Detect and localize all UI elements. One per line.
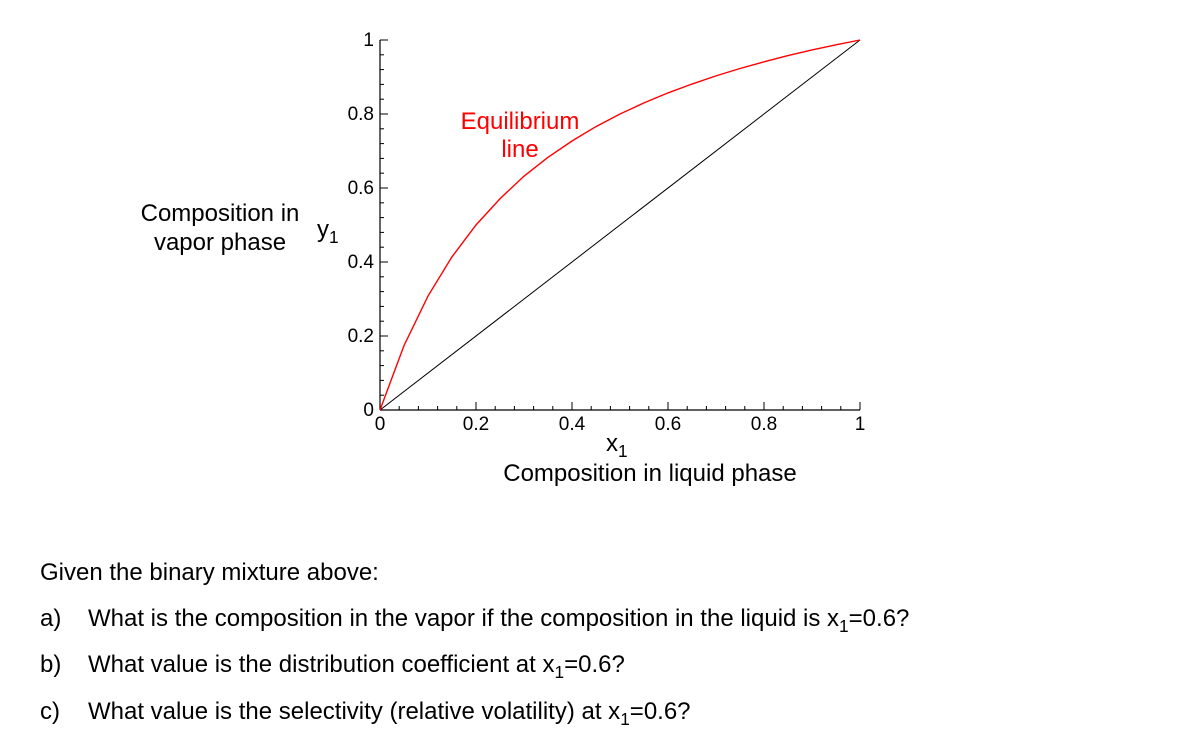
question-a: a) What is the composition in the vapor …	[40, 596, 1180, 643]
xy-chart	[370, 30, 890, 440]
question-c-letter: c)	[40, 689, 88, 736]
question-b: b) What value is the distribution coeffi…	[40, 642, 1180, 689]
tick-label: 0	[360, 414, 400, 436]
question-c-text: What value is the selectivity (relative …	[88, 689, 691, 736]
equilibrium-label-line1: Equilibrium	[461, 108, 580, 135]
tick-label: 0.6	[348, 178, 374, 200]
y-axis-title: Composition in vapor phase	[120, 200, 320, 258]
question-c: c) What value is the selectivity (relati…	[40, 689, 1180, 736]
chart-area: Composition in vapor phase y1 x1 Composi…	[0, 20, 900, 480]
question-b-letter: b)	[40, 642, 88, 689]
tick-label: 1	[840, 414, 880, 436]
tick-label: 0.4	[348, 252, 374, 274]
tick-label: 0.2	[456, 414, 496, 436]
intro-line: Given the binary mixture above:	[40, 550, 1180, 596]
question-a-letter: a)	[40, 596, 88, 643]
tick-label: 0.8	[348, 104, 374, 126]
tick-label: 0.4	[552, 414, 592, 436]
x-axis-title: Composition in liquid phase	[440, 460, 860, 488]
question-a-text: What is the composition in the vapor if …	[88, 596, 909, 643]
question-b-text: What value is the distribution coefficie…	[88, 642, 625, 689]
question-block: Given the binary mixture above: a) What …	[40, 550, 1180, 735]
tick-label: 0.8	[744, 414, 784, 436]
x-axis-symbol: x1	[606, 430, 628, 462]
equilibrium-label-line2: line	[501, 136, 538, 163]
tick-label: 0.6	[648, 414, 688, 436]
tick-label: 1	[363, 30, 374, 52]
y-axis-symbol: y1	[317, 216, 339, 248]
y-axis-title-line1: Composition in	[141, 200, 300, 227]
tick-label: 0.2	[348, 326, 374, 348]
y-axis-title-line2: vapor phase	[154, 229, 286, 256]
intro-text: Given the binary mixture above:	[40, 550, 379, 596]
equilibrium-label: Equilibrium line	[440, 108, 600, 163]
